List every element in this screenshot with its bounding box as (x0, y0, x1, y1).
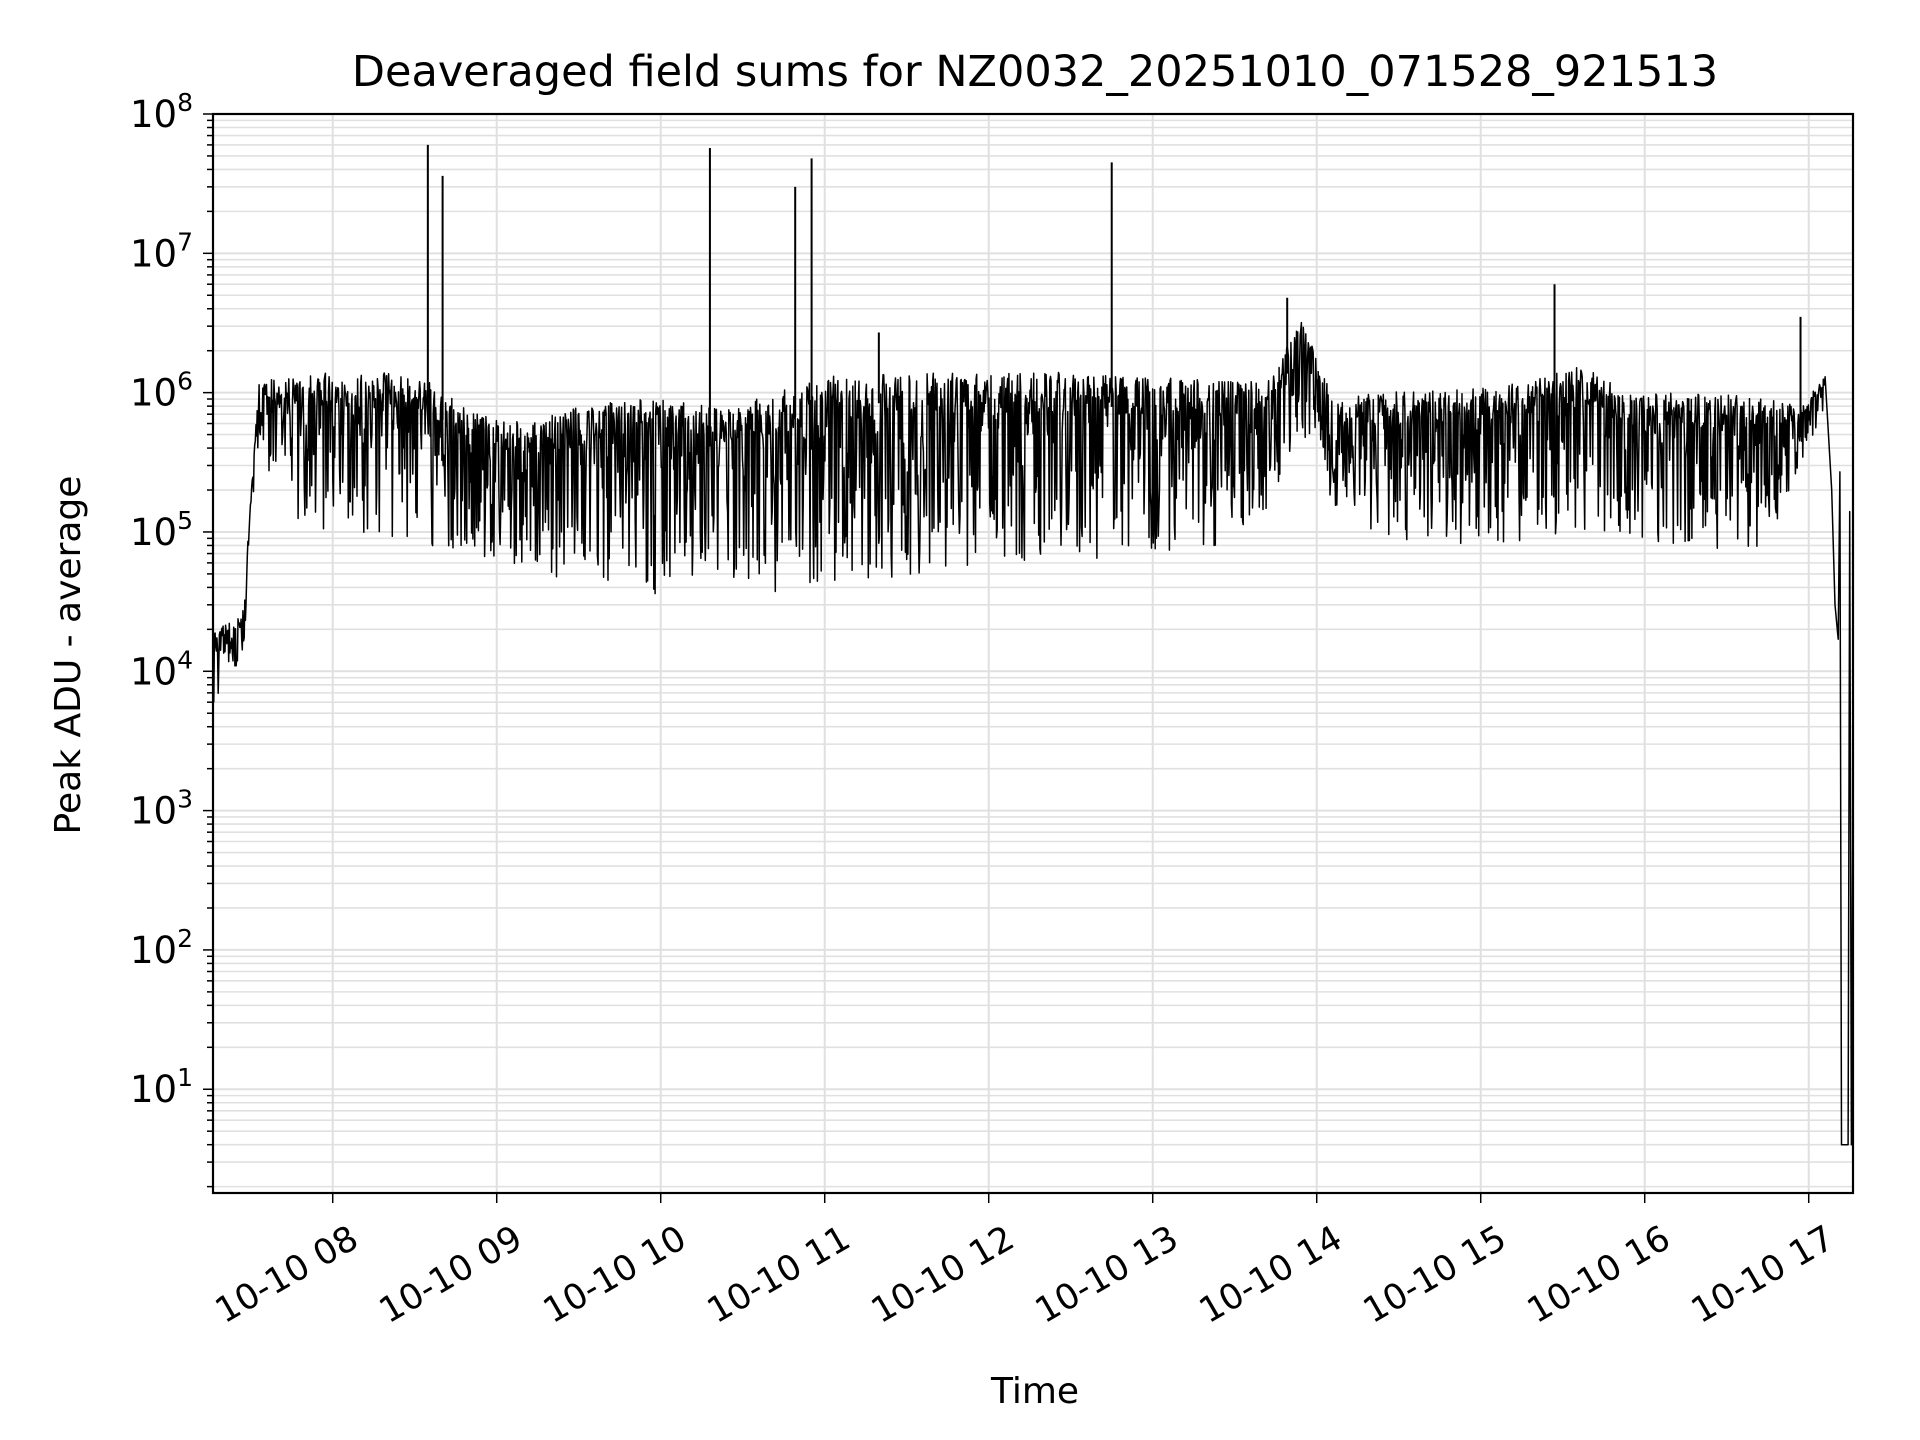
y-tick-exponent: 4 (177, 645, 193, 674)
y-tick-base: 10 (130, 372, 177, 415)
y-tick-base: 10 (130, 1068, 177, 1111)
y-tick-exponent: 2 (177, 924, 193, 953)
y-axis-label: Peak ADU - average (48, 476, 89, 835)
y-tick-label: 105 (130, 506, 193, 554)
y-tick-base: 10 (130, 93, 177, 136)
y-tick-label: 103 (130, 785, 193, 833)
y-tick-label: 107 (130, 227, 193, 275)
y-tick-exponent: 6 (177, 367, 193, 396)
y-tick-exponent: 5 (177, 506, 193, 535)
y-tick-base: 10 (130, 790, 177, 833)
y-tick-exponent: 3 (177, 785, 193, 814)
y-tick-label: 108 (130, 88, 193, 136)
y-tick-label: 106 (130, 367, 193, 415)
y-tick-exponent: 8 (177, 88, 193, 117)
grid (213, 114, 1853, 1193)
plot-frame (211, 112, 1855, 1195)
y-tick-label: 104 (130, 645, 193, 693)
y-tick-base: 10 (130, 511, 177, 554)
y-tick-exponent: 7 (177, 227, 193, 256)
x-axis-label: Time (990, 1371, 1079, 1412)
axes (203, 112, 1855, 1203)
y-tick-label: 102 (130, 924, 193, 972)
y-tick-base: 10 (130, 650, 177, 693)
y-tick-base: 10 (130, 232, 177, 275)
y-tick-exponent: 1 (177, 1063, 193, 1092)
chart-title: Deaveraged field sums for NZ0032_2025101… (352, 47, 1718, 97)
y-tick-base: 10 (130, 929, 177, 972)
series-group (213, 144, 1854, 1146)
y-tick-label: 101 (130, 1063, 193, 1111)
data-line (213, 321, 1854, 1146)
